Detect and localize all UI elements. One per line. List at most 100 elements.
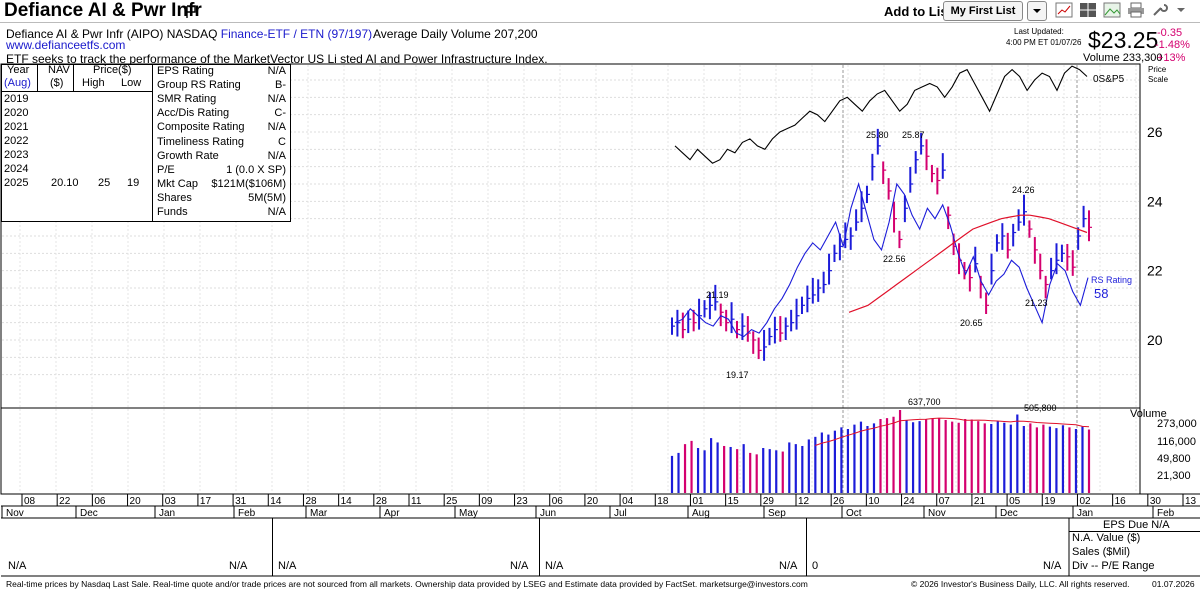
last-updated-time: 4:00 PM ET 01/07/26 — [1006, 38, 1082, 47]
div-pe-label: Div -- P/E Range — [1072, 560, 1155, 572]
rating-value: $121M($106M) — [211, 177, 286, 190]
date-tick-label: 06 — [552, 496, 564, 507]
price-annotation: 505,800 — [1024, 403, 1057, 413]
volume-bars — [670, 410, 1091, 493]
date-axis: 08 22 06 20 03 17 31 14 28 14 28 11 25 09 23 06 20 04 18 01… — [1, 494, 1197, 519]
fund-name: Defiance AI & Pwr Infr — [6, 27, 124, 41]
volume-tick-label: 116,000 — [1157, 436, 1196, 448]
volume-change-pct: +13% — [1157, 52, 1186, 64]
list-select-button[interactable]: My First List — [943, 1, 1023, 21]
month-label: Feb — [1157, 508, 1175, 519]
list-dropdown-button[interactable] — [1027, 1, 1047, 21]
grid-icon[interactable] — [1079, 2, 1097, 18]
wrench-icon[interactable] — [1151, 2, 1169, 18]
sales-label: Sales ($Mil) — [1072, 546, 1131, 558]
price-annotation: 20.65 — [960, 318, 983, 328]
price-scale-label: Price — [1148, 65, 1167, 74]
volume-tick-label: 21,300 — [1157, 470, 1191, 482]
current-price: $23.25 — [1088, 27, 1159, 53]
price-annotation: 24.26 — [1012, 185, 1035, 195]
date-tick-label: 02 — [1079, 496, 1091, 507]
rating-value: 5M(5M) — [248, 191, 286, 204]
date-tick-label: 29 — [763, 496, 775, 507]
month-label: Dec — [80, 508, 98, 519]
date-tick-label: 04 — [622, 496, 634, 507]
date-tick-label: 08 — [24, 496, 36, 507]
rating-label: P/E — [157, 163, 175, 176]
month-label: Oct — [846, 508, 862, 519]
eps-due: EPS Due N/A — [1103, 519, 1170, 531]
month-label: Jun — [540, 508, 556, 519]
date-tick-label: 11 — [411, 496, 422, 507]
bottom-value: N/A — [8, 560, 27, 572]
date-tick-label: 24 — [904, 496, 916, 507]
chart-icon[interactable] — [1055, 2, 1073, 18]
month-label: Sep — [768, 508, 786, 519]
date-tick-label: 16 — [1115, 496, 1127, 507]
price-bars — [671, 128, 1092, 361]
month-label: May — [459, 508, 478, 519]
month-label: Feb — [238, 508, 256, 519]
sp500-label: 0S&P5 — [1093, 74, 1125, 85]
rating-label: Timeliness Rating — [157, 135, 245, 148]
date-tick-label: 20 — [587, 496, 599, 507]
flag-icon[interactable] — [186, 5, 196, 18]
sp500-line — [674, 65, 1088, 164]
rating-value: N/A — [267, 121, 286, 134]
month-label: Jan — [1077, 508, 1093, 519]
year-cell: 2021 — [4, 121, 29, 133]
rating-label: Shares — [157, 191, 192, 204]
bottom-value: N/A — [545, 560, 564, 572]
date-tick-label: 14 — [341, 496, 353, 507]
rs-rating-label: RS Rating — [1091, 275, 1132, 285]
date-tick-label: 10 — [868, 496, 880, 507]
date-tick-label: 28 — [376, 496, 388, 507]
price-annotation: 25.87 — [902, 130, 925, 140]
print-icon[interactable] — [1127, 2, 1145, 18]
symbol-info: Defiance AI & Pwr Infr (AIPO) NASDAQ Fin… — [6, 27, 372, 41]
price-tick-label: 24 — [1147, 193, 1163, 209]
fund-description: ETF seeks to track the performance of th… — [6, 52, 548, 66]
industry-group-link[interactable]: Finance-ETF / ETN (97/197) — [220, 27, 373, 41]
page-title: Defiance AI & Pwr Infr — [4, 0, 202, 21]
add-to-list-label: Add to List: — [884, 4, 957, 19]
rating-value: N/A — [267, 65, 286, 77]
rating-label: SMR Rating — [157, 93, 217, 106]
rating-value: C — [278, 135, 286, 148]
col-low-header: Low — [121, 77, 142, 89]
date-tick-label: 17 — [200, 496, 212, 507]
rs-rating-value: 58 — [1094, 286, 1108, 301]
bottom-value: 0 — [812, 560, 819, 572]
rating-value: N/A — [267, 93, 286, 106]
chevron-down-icon[interactable] — [1174, 2, 1188, 18]
rating-value: C- — [274, 107, 286, 120]
rating-value: N/A — [267, 206, 286, 218]
year-cell: 2020 — [4, 107, 29, 119]
ticker-exchange: (AIPO) NASDAQ — [126, 27, 218, 41]
last-updated-label: Last Updated: — [1014, 27, 1064, 36]
price-change: -0.35 — [1157, 27, 1183, 39]
rating-label: Mkt Cap — [157, 177, 198, 190]
rating-value: B- — [275, 79, 286, 92]
month-label: Nov — [6, 508, 24, 519]
month-label: Nov — [928, 508, 946, 519]
month-label: Dec — [1000, 508, 1018, 519]
image-icon[interactable] — [1103, 2, 1121, 18]
moving-average-line — [848, 214, 1088, 313]
year-cell: 2019 — [4, 93, 29, 105]
date-tick-label: 12 — [798, 496, 810, 507]
chart-frame — [0, 63, 1200, 577]
volume-average-line — [815, 417, 1090, 446]
price-tick-label: 20 — [1147, 332, 1163, 348]
footer-copyright: © 2026 Investor's Business Daily, LLC. A… — [911, 579, 1130, 589]
price-annotation: 22.56 — [883, 254, 906, 264]
chart-annotations: 21.19 19.17 25.80 25.87 22.56 20.65 24.26 21.23… — [706, 74, 1132, 413]
date-tick-label: 23 — [517, 496, 529, 507]
website-link[interactable]: www.defianceetfs.com — [6, 38, 126, 52]
rating-value: 1 (0.0 X SP) — [226, 163, 286, 176]
price-annotation: 25.80 — [866, 130, 889, 140]
price-annotation: 21.19 — [706, 290, 729, 300]
date-tick-label: 05 — [1009, 496, 1021, 507]
volume-tick-label: 273,000 — [1157, 418, 1197, 430]
high-cell: 25 — [98, 177, 111, 189]
